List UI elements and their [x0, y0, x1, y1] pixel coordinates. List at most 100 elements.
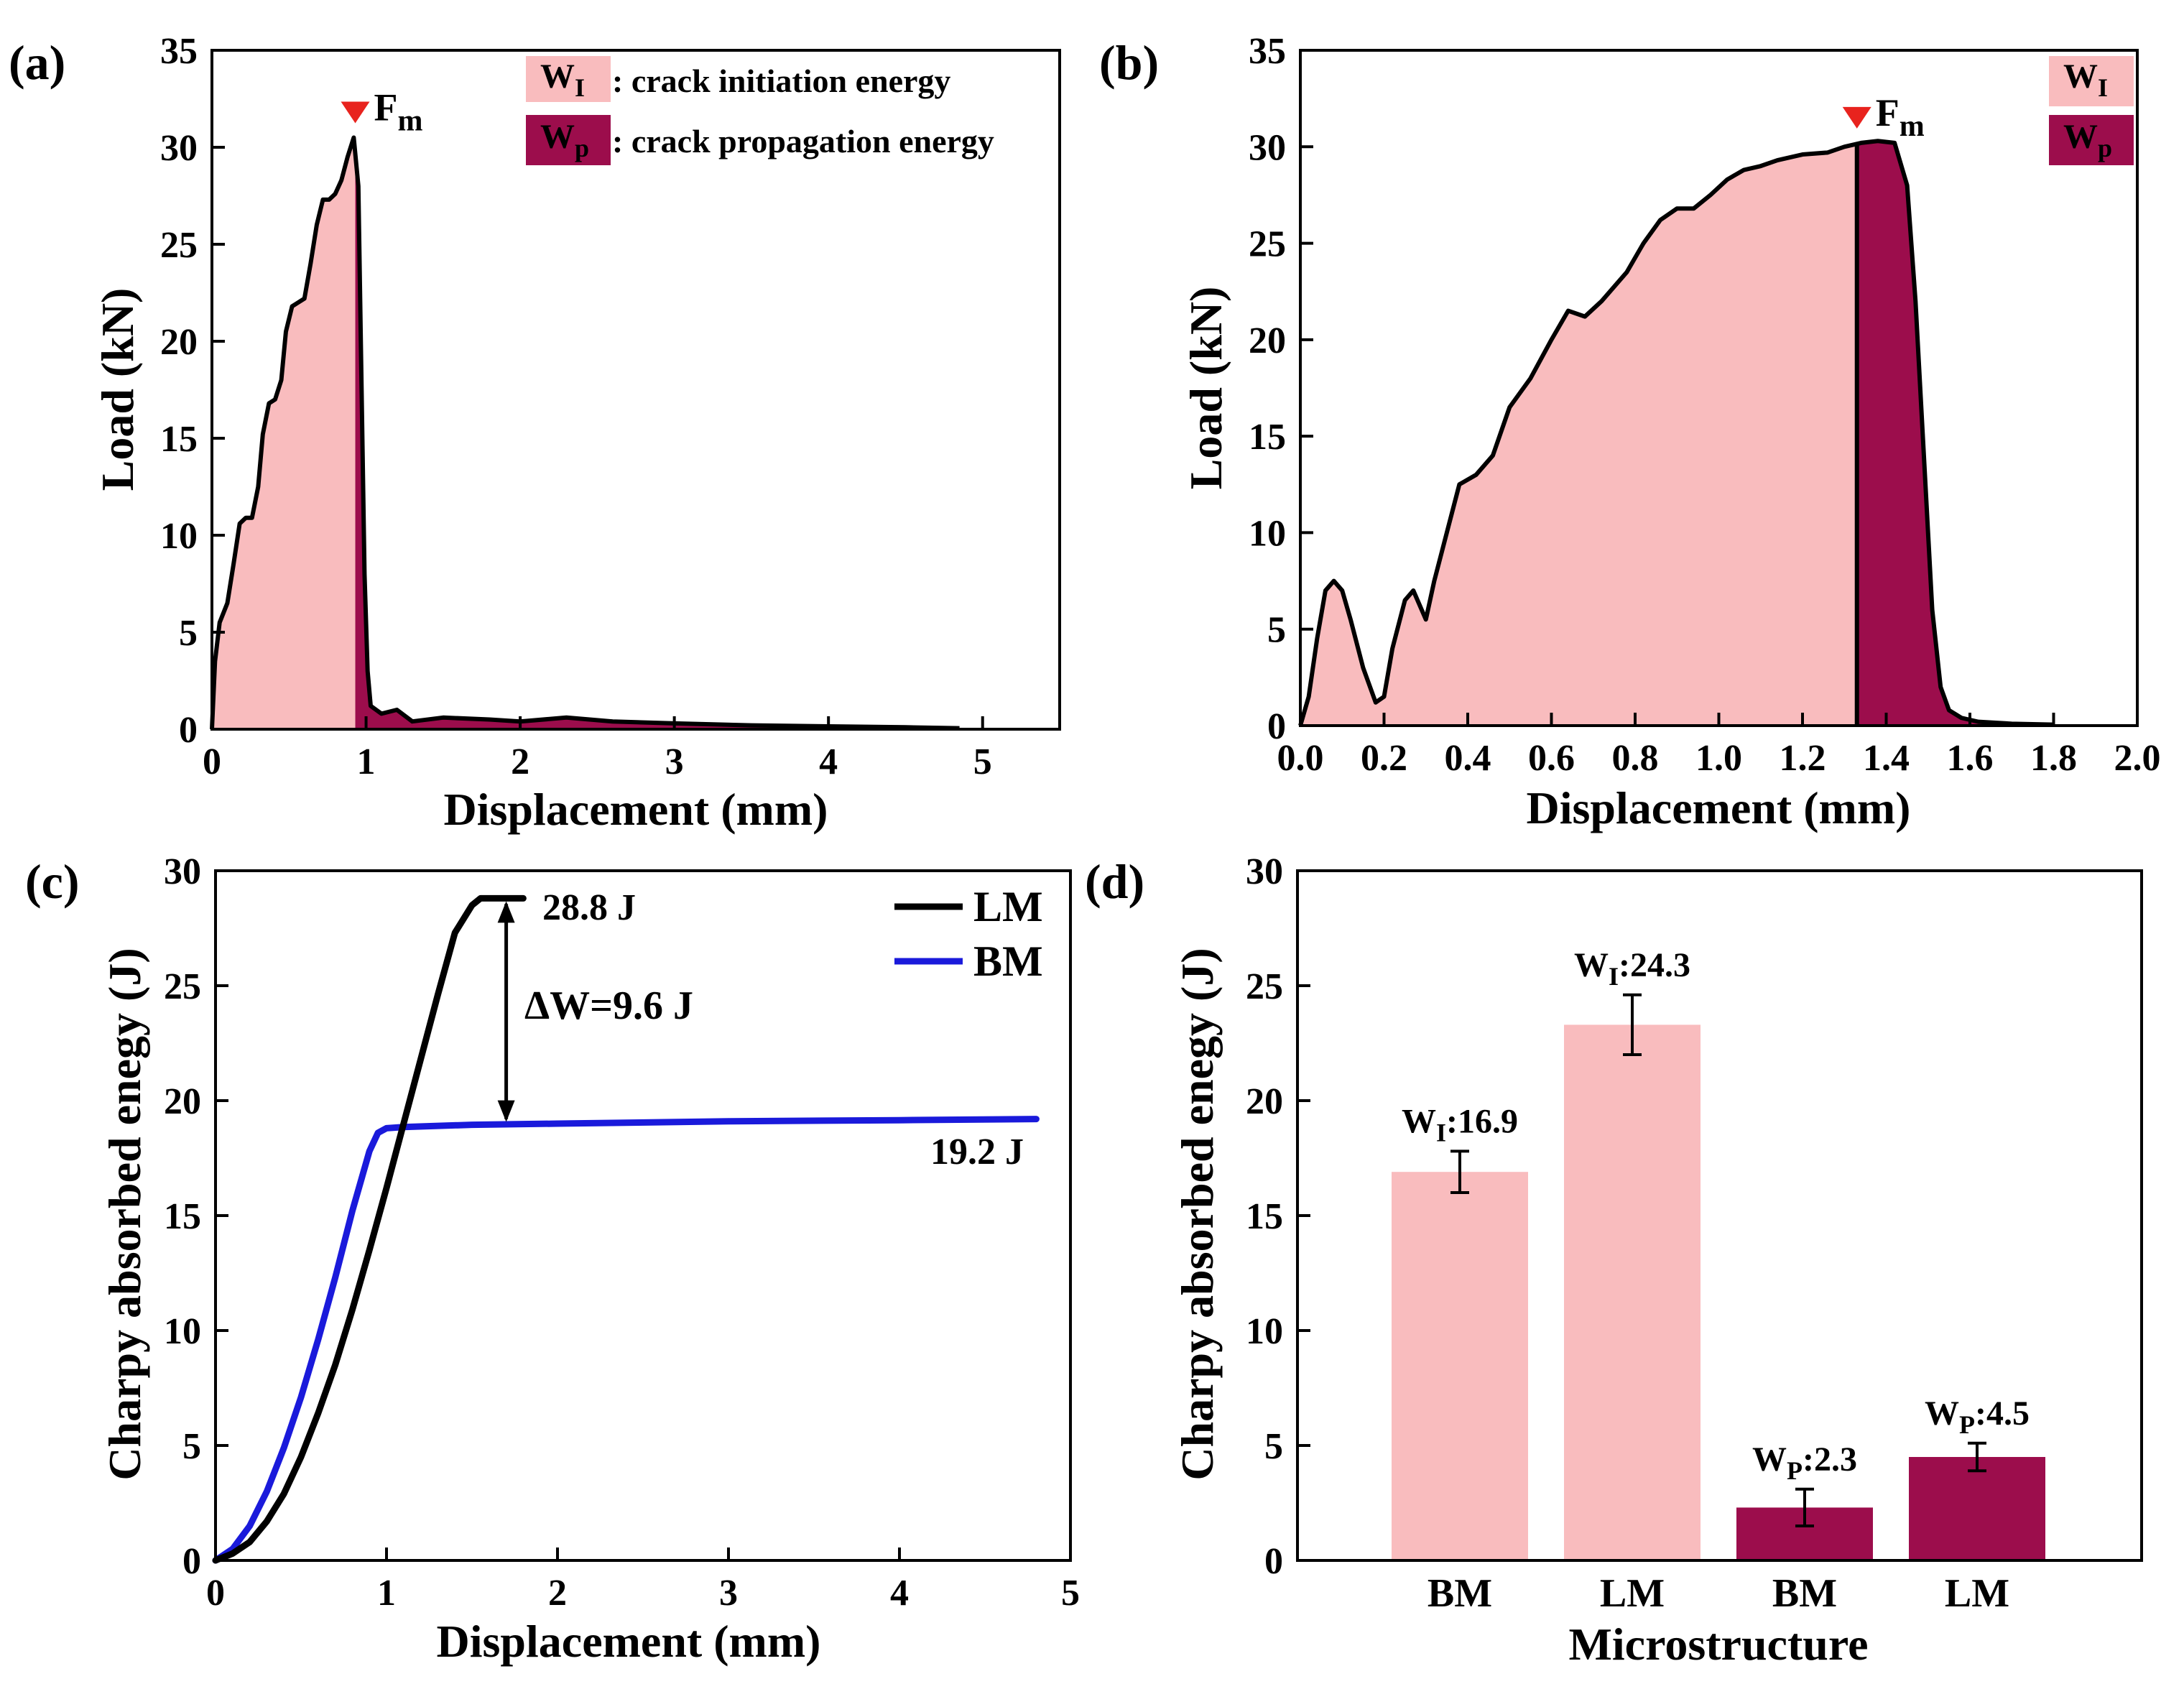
a-legend-swatch-wp — [526, 115, 611, 165]
d-y-ticks: 0 5 10 15 20 25 30 — [1246, 851, 1310, 1582]
b-x-tick-label: 0.0 — [1277, 738, 1324, 779]
c-y-ticks: 0 5 10 15 20 25 30 — [164, 851, 228, 1582]
b-x-tick-label: 0.6 — [1528, 738, 1575, 779]
b-fm-marker — [1842, 106, 1871, 129]
c-x-tick-label: 2 — [548, 1573, 567, 1614]
c-line-lm — [212, 894, 527, 1564]
b-wp-area — [1856, 141, 2054, 726]
d-bar-2 — [1564, 1024, 1701, 1560]
b-x-ticks: 0.0 0.2 0.4 0.6 0.8 1.0 1.2 1.4 1.6 1.8 2.0 — [1277, 713, 2161, 779]
c-x-tick-label: 5 — [1061, 1573, 1080, 1614]
a-y-tick-label: 35 — [160, 31, 198, 72]
a-x-axis-label: Displacement (mm) — [444, 784, 828, 835]
panel-c: (c) 28.8 J 19.2 J ΔW=9.6 J 0 1 2 3 4 5 0 5 10 15… — [25, 851, 1080, 1667]
panel-b: (b) Fm 0.0 0.2 0.4 0.6 0.8 1.0 1.2 1.4 1.6 1.8 2.0… — [1099, 31, 2161, 833]
a-legend-symbol-wp: Wp — [540, 118, 589, 162]
a-y-tick-label: 25 — [160, 225, 198, 266]
d-y-tick-label: 30 — [1246, 851, 1283, 892]
c-line-bm — [212, 1116, 1040, 1564]
b-legend: WI Wp — [2049, 56, 2134, 165]
d-y-tick-label: 15 — [1246, 1196, 1283, 1237]
a-x-tick-label: 0 — [203, 741, 221, 782]
d-bar-1 — [1392, 1172, 1528, 1560]
c-x-tick-label: 4 — [890, 1573, 909, 1614]
b-y-tick-label: 35 — [1249, 31, 1286, 72]
a-y-ticks: 0 5 10 15 20 25 30 35 — [160, 31, 225, 751]
b-y-tick-label: 0 — [1267, 706, 1286, 747]
d-bar-label-2: WI:24.3 — [1574, 946, 1690, 991]
c-x-ticks: 0 1 2 3 4 5 — [206, 1547, 1080, 1614]
a-y-tick-label: 15 — [160, 419, 198, 460]
c-y-tick-label: 5 — [182, 1426, 201, 1467]
b-x-tick-label: 0.8 — [1612, 738, 1659, 779]
a-wi-area — [212, 137, 356, 729]
d-y-tick-label: 25 — [1246, 966, 1283, 1007]
b-x-tick-label: 0.2 — [1361, 738, 1407, 779]
c-annotation-delta: ΔW=9.6 J — [524, 984, 693, 1028]
b-x-tick-label: 1.2 — [1780, 738, 1826, 779]
c-annotation-lm-value: 28.8 J — [542, 887, 636, 928]
b-wi-area — [1300, 144, 1857, 726]
b-x-tick-label: 0.4 — [1445, 738, 1491, 779]
c-x-axis-label: Displacement (mm) — [437, 1616, 821, 1667]
d-y-tick-label: 10 — [1246, 1311, 1283, 1352]
c-legend-label-bm: BM — [973, 938, 1043, 985]
c-x-tick-label: 1 — [377, 1573, 396, 1614]
d-x-tick-label: BM — [1772, 1571, 1837, 1616]
panel-c-letter: (c) — [25, 854, 79, 909]
b-legend-swatch-wp — [2049, 115, 2134, 165]
panel-b-letter: (b) — [1099, 35, 1159, 90]
b-y-tick-label: 20 — [1249, 320, 1286, 361]
a-x-tick-label: 3 — [665, 741, 684, 782]
c-y-tick-label: 20 — [164, 1081, 201, 1122]
a-x-tick-label: 5 — [973, 741, 992, 782]
a-x-ticks: 0 1 2 3 4 5 — [203, 716, 992, 782]
b-energy-fills — [1300, 141, 2054, 726]
d-bar-label-1: WI:16.9 — [1402, 1102, 1518, 1147]
b-y-tick-label: 5 — [1267, 610, 1286, 651]
panel-a-letter: (a) — [9, 35, 65, 90]
a-legend-symbol-wi: WI — [540, 57, 585, 102]
a-plot-frame — [210, 49, 1061, 731]
a-y-axis-label: Load (kN) — [92, 288, 143, 491]
a-legend-swatch-wi — [526, 56, 611, 102]
d-bar-label-4: WP:4.5 — [1925, 1394, 2030, 1439]
d-x-tick-label: LM — [1945, 1571, 2009, 1616]
b-legend-symbol-wi: WI — [2063, 57, 2108, 102]
c-legend-label-lm: LM — [973, 883, 1043, 930]
b-y-axis-label: Load (kN) — [1180, 287, 1231, 490]
d-x-tick-label: LM — [1600, 1571, 1665, 1616]
d-x-ticks: BM LM BM LM — [1428, 1571, 2009, 1616]
b-y-tick-label: 10 — [1249, 513, 1286, 554]
b-y-ticks: 0 5 10 15 20 25 30 35 — [1249, 31, 1313, 747]
d-y-tick-label: 20 — [1246, 1081, 1283, 1122]
c-arrow-head-up — [497, 901, 515, 923]
a-legend: WI : crack initiation energy Wp : crack … — [526, 56, 994, 165]
b-y-tick-label: 30 — [1249, 127, 1286, 168]
a-y-tick-label: 30 — [160, 128, 198, 169]
b-y-tick-label: 15 — [1249, 417, 1286, 458]
c-y-tick-label: 15 — [164, 1196, 201, 1237]
panel-d: (d) WI:16.9 WI:24.3 WP:2.3 WP:4.5 0 5 10 15 20 2… — [1085, 851, 2143, 1670]
d-x-tick-label: BM — [1428, 1571, 1492, 1616]
b-x-axis-label: Displacement (mm) — [1527, 782, 1911, 833]
a-legend-label-wp: : crack propagation energy — [612, 123, 994, 159]
a-x-tick-label: 1 — [357, 741, 376, 782]
c-y-tick-label: 25 — [164, 966, 201, 1007]
b-load-curve — [1298, 139, 2054, 727]
b-x-tick-label: 1.0 — [1695, 738, 1742, 779]
a-y-tick-label: 10 — [160, 516, 198, 557]
c-annotation-bm-value: 19.2 J — [930, 1132, 1024, 1172]
a-fm-label: Fm — [374, 86, 423, 138]
b-y-tick-label: 25 — [1249, 224, 1286, 265]
a-x-tick-label: 2 — [511, 741, 529, 782]
d-bars: WI:16.9 WI:24.3 WP:2.3 WP:4.5 — [1392, 946, 2045, 1560]
b-x-tick-label: 1.6 — [1947, 738, 1994, 779]
b-x-tick-label: 1.8 — [2030, 738, 2077, 779]
d-y-tick-label: 5 — [1264, 1426, 1283, 1467]
a-x-tick-label: 4 — [819, 741, 838, 782]
c-x-tick-label: 0 — [206, 1573, 225, 1614]
b-legend-swatch-wi — [2049, 56, 2134, 106]
a-y-tick-label: 20 — [160, 322, 198, 363]
